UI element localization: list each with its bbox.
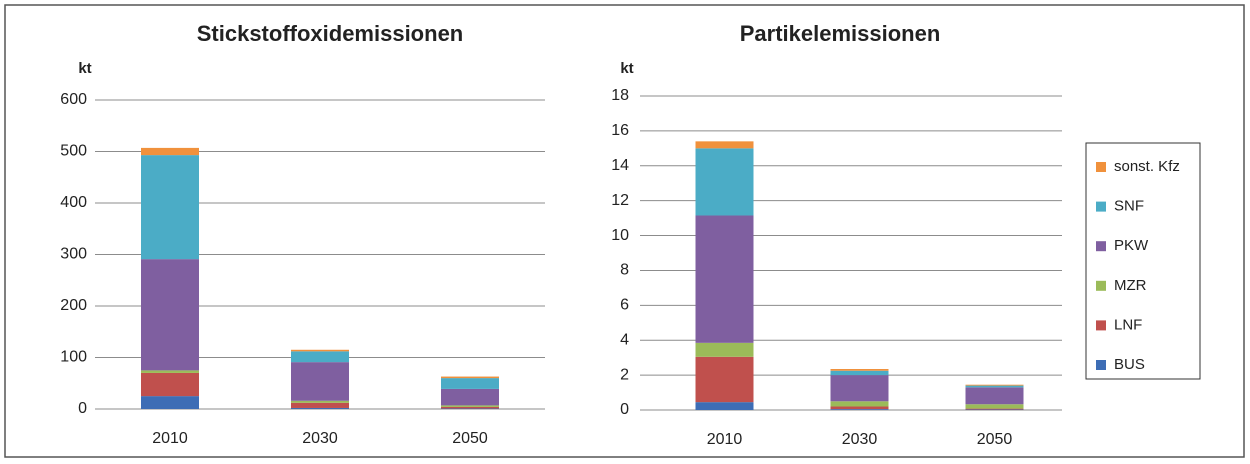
bar-segment — [141, 370, 199, 373]
bar-segment — [291, 400, 349, 403]
legend-label: MZR — [1114, 277, 1147, 294]
legend-swatch — [1096, 201, 1106, 212]
bar-segment — [441, 408, 499, 409]
bar-segment — [141, 147, 199, 156]
y-tick-label: 0 — [620, 401, 629, 418]
legend-swatch — [1096, 241, 1106, 252]
bar-segment — [695, 141, 754, 149]
y-tick-label: 12 — [611, 192, 629, 209]
bar-segment — [291, 351, 349, 363]
y-tick-label: 10 — [611, 227, 629, 244]
x-tick-label: 2030 — [302, 430, 338, 447]
bar-segment — [695, 148, 754, 216]
bar-segment — [441, 406, 499, 409]
legend-swatch — [1096, 280, 1106, 291]
bar-segment — [441, 388, 499, 406]
chart-title: Stickstoffoxidemissionen — [197, 21, 464, 46]
y-tick-label: 16 — [611, 122, 629, 139]
x-tick-label: 2030 — [842, 431, 878, 448]
y-tick-label: 4 — [620, 331, 629, 348]
legend-label: SNF — [1114, 198, 1144, 215]
bar-segment — [695, 356, 754, 403]
x-tick-label: 2010 — [707, 431, 743, 448]
bar-segment — [695, 215, 754, 343]
bar-segment — [830, 375, 889, 402]
bar-segment — [291, 362, 349, 401]
y-tick-label: 18 — [611, 87, 629, 104]
bar-segment — [141, 372, 199, 397]
legend-swatch — [1096, 360, 1106, 370]
y-tick-label: 500 — [60, 143, 87, 160]
bar-segment — [965, 404, 1024, 409]
legend-label: PKW — [1114, 237, 1149, 254]
y-tick-label: 600 — [60, 91, 87, 108]
bar-segment — [141, 259, 199, 371]
y-tick-label: 400 — [60, 194, 87, 211]
legend-label: sonst. Kfz — [1114, 158, 1180, 175]
y-tick-label: 200 — [60, 297, 87, 314]
y-tick-label: 6 — [620, 297, 629, 314]
x-tick-label: 2050 — [452, 430, 488, 447]
bar-segment — [830, 370, 889, 376]
legend-label: BUS — [1114, 356, 1145, 373]
bar-segment — [291, 407, 349, 409]
y-tick-label: 300 — [60, 246, 87, 263]
bar-segment — [965, 385, 1024, 388]
legend-label: LNF — [1114, 316, 1142, 333]
y-tick-label: 0 — [78, 400, 87, 417]
bar-segment — [695, 402, 754, 410]
y-axis-unit: kt — [78, 60, 91, 77]
chart-title: Partikelemissionen — [740, 21, 941, 46]
bar-segment — [830, 406, 889, 410]
legend-box — [1085, 142, 1201, 380]
bar-segment — [965, 384, 1024, 386]
y-tick-label: 100 — [60, 349, 87, 366]
y-tick-label: 14 — [611, 157, 629, 174]
frame — [4, 4, 1245, 458]
bar-segment — [965, 387, 1024, 405]
bar-segment — [830, 369, 889, 371]
legend-swatch — [1096, 320, 1106, 331]
bar-segment — [441, 376, 499, 379]
bar-segment — [695, 342, 754, 357]
bar-segment — [291, 349, 349, 352]
bar-segment — [291, 402, 349, 408]
x-tick-label: 2050 — [977, 431, 1013, 448]
bar-segment — [965, 409, 1024, 410]
y-tick-label: 8 — [620, 262, 629, 279]
bar-segment — [830, 409, 889, 410]
legend-swatch — [1096, 162, 1106, 172]
bar-segment — [441, 378, 499, 389]
bar-segment — [141, 396, 199, 409]
bar-segment — [441, 405, 499, 407]
y-tick-label: 2 — [620, 366, 629, 383]
bar-segment — [965, 408, 1024, 410]
y-axis-unit: kt — [620, 60, 633, 77]
x-tick-label: 2010 — [152, 430, 188, 447]
bar-segment — [141, 155, 199, 260]
bar-segment — [830, 401, 889, 407]
